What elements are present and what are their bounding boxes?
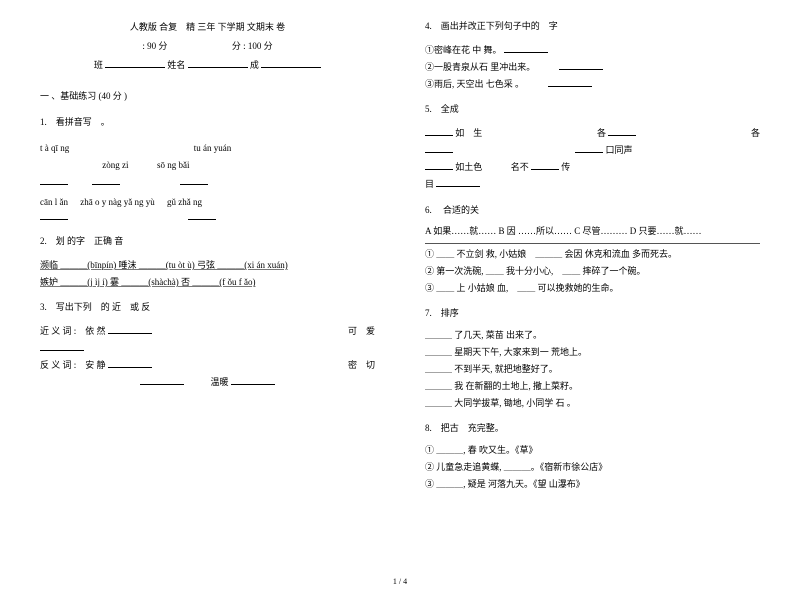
q8-line: ② 儿童急走追黄蝶, ＿＿＿。《宿新市徐公店》	[425, 459, 760, 476]
q6-line: ③ ＿＿ 上 小姑娘 血, ＿＿ 可以挽救她的生命。	[425, 280, 760, 297]
q1-heading: 1. 看拼音写 。	[40, 116, 375, 130]
q8-line: ③ ＿＿＿, 疑是 河落九天。《望 山瀑布》	[425, 476, 760, 493]
q8: 8. 把古 充完整。 ① ＿＿＿, 春 吹又生。《草》 ② 儿童急走追黄蝶, ＿…	[425, 422, 760, 493]
page: 人教版 合复 精 三年 下学期 文期末 卷 : 90 分 分 : 100 分 班…	[0, 0, 800, 513]
q5-word: 各	[751, 128, 760, 138]
score-total: 分 : 100 分	[232, 41, 273, 51]
q3-word: 密 切	[348, 360, 375, 370]
q3-jyc: 近 义 词 : 依 然	[40, 326, 106, 336]
q4: 4. 画出并改正下列句子中的 字 ①密峰在花 中 舞。 ②一股青泉从石 里冲出来…	[425, 20, 760, 93]
q5-heading: 5. 全成	[425, 103, 760, 117]
q8-heading: 8. 把古 充完整。	[425, 422, 760, 436]
time-label: : 90 分	[142, 41, 167, 51]
q2-heading: 2. 划 的字 正确 音	[40, 235, 375, 249]
q1-pinyin: zhā o y nàg yǎ ng yù	[80, 197, 154, 207]
q6-line: ① ＿＿ 不立剑 救, 小姑娘 ＿＿＿ 会因 休克和流血 多而死去。	[425, 246, 760, 263]
q3: 3. 写出下列 的 近 或 反 近 义 词 : 依 然 可 爱 反 义 词 : …	[40, 301, 375, 391]
q6: 6. 合适的关 A 如果……就…… B 因 ……所以…… C 尽管……… D 只…	[425, 204, 760, 297]
header: 人教版 合复 精 三年 下学期 文期末 卷 : 90 分 分 : 100 分 班…	[40, 20, 375, 71]
q1-pinyin: tu án yuán	[194, 143, 232, 153]
q6-heading: 6. 合适的关	[425, 204, 760, 218]
name-label: 姓名	[167, 60, 185, 70]
q7-heading: 7. 排序	[425, 307, 760, 321]
q3-word: 可 爱	[348, 326, 375, 336]
q5-word: 名不	[511, 162, 529, 172]
score-label: 成	[250, 60, 259, 70]
q1-pinyin: zòng zi	[102, 160, 128, 170]
q7: 7. 排序 ＿＿＿ 了几天, 菜苗 出来了。 ＿＿＿ 星期天下午, 大家来到一 …	[425, 307, 760, 412]
q1-pinyin: sō ng bǎi	[157, 160, 190, 170]
q2: 2. 划 的字 正确 音 濒临 ＿＿＿(bīnpín) 唾沫 ＿＿＿(tu òt…	[40, 235, 375, 291]
q5-word: 目	[425, 179, 434, 189]
section-1-heading: 一 、基础练习 (40 分 )	[40, 89, 375, 102]
q4-line: ①密峰在花 中 舞。	[425, 45, 502, 55]
q4-heading: 4. 画出并改正下列句子中的 字	[425, 20, 760, 34]
q6-line: ② 第一次洗碗, ＿＿ 我十分小心, ＿＿ 摔碎了一个碗。	[425, 263, 760, 280]
q5-word: 如 生	[455, 128, 482, 138]
student-info: 班 姓名 成	[40, 58, 375, 71]
exam-title: 人教版 合复 精 三年 下学期 文期末 卷	[40, 20, 375, 33]
q1-pinyin: t à qī ng	[40, 143, 69, 153]
q7-line: ＿＿＿ 不到半天, 就把地整好了。	[425, 361, 760, 378]
q7-line: ＿＿＿ 大同学拔草, 锄地, 小同学 石 。	[425, 395, 760, 412]
q5-word: 各	[597, 128, 606, 138]
q5-word: 传	[561, 162, 570, 172]
left-column: 人教版 合复 精 三年 下学期 文期末 卷 : 90 分 分 : 100 分 班…	[40, 20, 375, 503]
q7-line: ＿＿＿ 我 在新翻的土地上, 撒上菜籽。	[425, 378, 760, 395]
right-column: 4. 画出并改正下列句子中的 字 ①密峰在花 中 舞。 ②一股青泉从石 里冲出来…	[425, 20, 760, 503]
q2-line: 嫉妒 ＿＿＿(j ìj í) 霎 ＿＿＿(shàchà) 否 ＿＿＿(f ǒu …	[40, 277, 255, 287]
q1-blank-row	[40, 211, 375, 225]
q4-line: ②一股青泉从石 里冲出来。	[425, 62, 535, 72]
exam-time-score: : 90 分 分 : 100 分	[40, 39, 375, 52]
q1-blank-row	[40, 176, 375, 190]
q6-options: A 如果……就…… B 因 ……所以…… C 尽管……… D 只要……就……	[425, 223, 760, 243]
q7-line: ＿＿＿ 了几天, 菜苗 出来了。	[425, 327, 760, 344]
q5: 5. 全成 如 生 各 各 口同声 如土色 名不 传 目	[425, 103, 760, 193]
q5-word: 如土色	[455, 162, 482, 172]
q1: 1. 看拼音写 。 t à qī ng tu án yuán zòng zi s…	[40, 116, 375, 225]
q8-line: ① ＿＿＿, 春 吹又生。《草》	[425, 442, 760, 459]
q3-fyc: 反 义 词 : 安 静	[40, 360, 106, 370]
class-label: 班	[94, 60, 103, 70]
q1-pinyin: cān l ǎn	[40, 197, 68, 207]
q7-line: ＿＿＿ 星期天下午, 大家来到一 荒地上。	[425, 344, 760, 361]
q3-heading: 3. 写出下列 的 近 或 反	[40, 301, 375, 315]
q1-pinyin: gǔ zhǎ ng	[167, 197, 202, 207]
q4-line: ③雨后, 天空出 七色采 。	[425, 79, 524, 89]
q3-word: 温暖	[210, 377, 228, 387]
q2-line: 濒临 ＿＿＿(bīnpín) 唾沫 ＿＿＿(tu òt ù) 弓弦 ＿＿＿(xi…	[40, 260, 288, 270]
page-number: 1 / 4	[393, 577, 407, 586]
q5-word: 口同声	[606, 145, 633, 155]
